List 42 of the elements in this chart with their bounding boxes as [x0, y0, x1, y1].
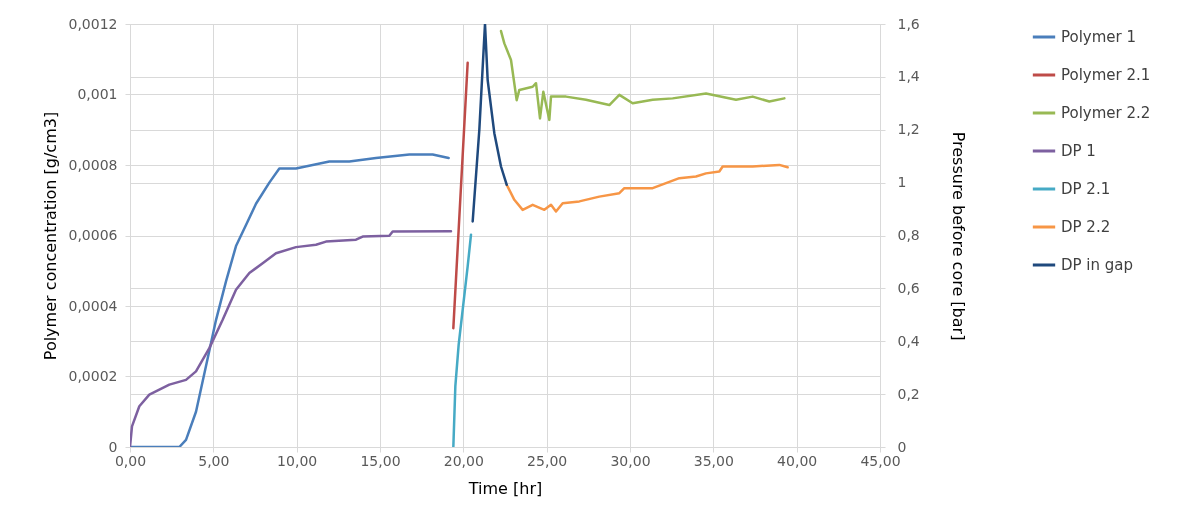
x-tick-label: 0,00 [114, 452, 147, 469]
y2-tick-label: 1 [897, 174, 907, 191]
y2-tick-label: 0,4 [897, 332, 920, 349]
y2-tick-label: 0,6 [897, 279, 920, 296]
y2-tick-label: 1,6 [897, 15, 920, 32]
y2-tick-label: 0,2 [897, 385, 920, 402]
line-series [130, 230, 453, 447]
line-series [505, 163, 789, 213]
y-tick-label: 0,0006 [68, 227, 118, 243]
legend-label: Polymer 2.1 [1061, 66, 1151, 84]
legend-label: Polymer 1 [1061, 28, 1137, 46]
y2-tick-label: 1,4 [897, 68, 920, 85]
legend-label: DP 2.1 [1061, 180, 1111, 198]
y-tick-label: 0,001 [77, 86, 118, 102]
line-series [499, 29, 786, 122]
x-tick-label: 10,00 [277, 452, 318, 469]
x-tick-label: 5,00 [198, 452, 230, 469]
legend-label: DP in gap [1061, 256, 1134, 274]
y2-axis-title: Pressure before core [bar] [948, 131, 968, 341]
x-tick-label: 30,00 [610, 452, 651, 469]
x-tick-label: 45,00 [860, 452, 901, 469]
line-series [452, 233, 473, 447]
x-tick-label: 25,00 [527, 452, 568, 469]
y-axis-title: Polymer concentration [g/cm3] [40, 111, 60, 361]
line-series [471, 24, 508, 223]
line-series [130, 153, 450, 447]
x-tick-label: 40,00 [777, 452, 818, 469]
legend-label: Polymer 2.2 [1061, 104, 1151, 122]
y2-tick-label: 0,8 [897, 227, 920, 243]
y2-tick-label: 1,2 [897, 121, 920, 138]
x-tick-label: 35,00 [693, 452, 734, 469]
y-tick-label: 0,0012 [68, 15, 118, 32]
y-tick-label: 0 [108, 438, 118, 455]
legend-label: DP 1 [1061, 142, 1096, 160]
x-tick-label: 20,00 [443, 452, 484, 469]
legend-label: DP 2.2 [1061, 218, 1111, 236]
y-tick-label: 0,0004 [68, 297, 118, 314]
y2-tick-label: 0 [897, 438, 907, 455]
y-tick-label: 0,0008 [68, 156, 118, 173]
x-axis-title: Time [hr] [467, 478, 543, 498]
y-tick-label: 0,0002 [68, 368, 118, 384]
x-tick-label: 15,00 [360, 452, 401, 469]
